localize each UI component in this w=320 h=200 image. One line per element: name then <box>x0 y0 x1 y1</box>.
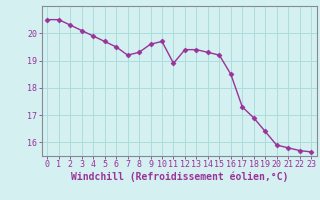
X-axis label: Windchill (Refroidissement éolien,°C): Windchill (Refroidissement éolien,°C) <box>70 172 288 182</box>
